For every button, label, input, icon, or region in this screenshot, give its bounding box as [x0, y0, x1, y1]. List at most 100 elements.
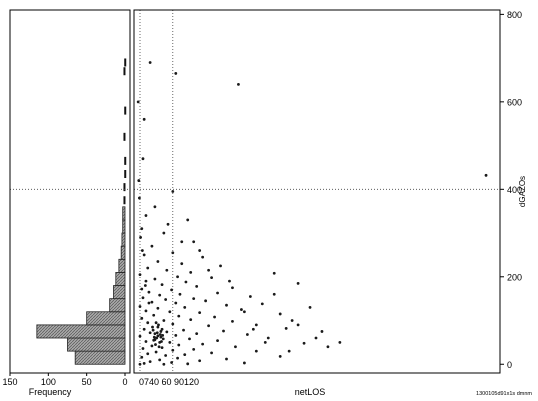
scatter-point — [207, 324, 211, 328]
scatter-point — [171, 251, 175, 255]
scatter-point — [166, 222, 170, 226]
scatter-point — [219, 264, 222, 268]
histogram-x-tick-label: 0 — [122, 377, 127, 387]
scatter-point — [213, 315, 216, 319]
scatter-point — [154, 343, 157, 346]
histogram-bar — [124, 170, 127, 179]
scatter-point — [157, 323, 160, 327]
scatter-point — [234, 345, 237, 349]
scatter-point — [201, 255, 205, 259]
histogram-bar — [124, 156, 127, 165]
scatter-point — [210, 276, 213, 280]
scatter-point — [153, 277, 157, 281]
scatter-point — [186, 218, 190, 222]
y-tick-label: 400 — [507, 185, 522, 195]
y-tick-label: 600 — [507, 97, 522, 107]
scatter-point — [222, 329, 225, 333]
scatter-point — [152, 338, 156, 342]
axis-labels: 0 200 400 600 800 dGAZOs 150 100 50 0 Frequency 074… — [2, 10, 532, 397]
scatter-point — [152, 313, 156, 317]
scatter-point — [168, 340, 172, 344]
scatter-point — [174, 301, 178, 305]
scatter-point — [225, 303, 228, 307]
scatter-point — [152, 335, 156, 339]
scatter-point — [151, 328, 155, 332]
scatter-point — [302, 341, 306, 345]
scatter-point — [182, 328, 185, 332]
scatter-point — [180, 262, 184, 266]
scatter-point — [142, 253, 146, 257]
scatter-point — [290, 319, 294, 322]
scatter-point — [144, 340, 148, 343]
histogram-bar — [123, 132, 126, 141]
scatter-point — [243, 361, 246, 365]
scatter-point — [240, 308, 243, 311]
histogram-bar — [123, 196, 126, 205]
scatter-point — [162, 362, 166, 366]
scatter-point — [216, 291, 219, 295]
scatter-point — [170, 361, 174, 364]
histogram-bar — [122, 219, 126, 234]
scatter-point — [170, 288, 174, 292]
scatter-point — [263, 340, 267, 344]
scatter-point — [189, 318, 193, 322]
histogram-x-axis-label: Frequency — [29, 387, 72, 397]
scatter-point — [195, 332, 199, 336]
scatter-point — [150, 244, 154, 248]
scatter-point — [140, 227, 144, 231]
scatter-point — [148, 61, 152, 64]
scatter-point — [155, 331, 159, 335]
y-tick-label: 200 — [507, 272, 522, 282]
scatter-point — [174, 333, 178, 337]
y-axis-label: dGAZOs — [518, 176, 527, 207]
scatter-point — [176, 356, 179, 360]
scatter-point — [231, 319, 234, 323]
scatter-point — [154, 350, 158, 354]
scatter-point — [161, 333, 165, 337]
scatter-panel — [134, 10, 500, 373]
histogram-bar — [74, 350, 126, 365]
scatter-point — [153, 205, 157, 209]
histogram-frame — [9, 9, 131, 374]
scatter-point — [171, 348, 175, 352]
histogram-x-tick-label: 100 — [41, 377, 56, 387]
scatter-point — [155, 336, 159, 340]
scatter-point — [245, 333, 249, 336]
scatter-point — [278, 354, 282, 358]
scatter-point — [198, 311, 202, 315]
scatter-point — [243, 310, 246, 314]
histogram-bar — [86, 311, 126, 326]
scatter-point — [142, 361, 146, 365]
scatter-x-axis-label: netLOS — [295, 387, 326, 397]
scatter-point — [148, 331, 152, 335]
scatter-point — [237, 82, 240, 86]
scatter-point — [177, 343, 181, 347]
scatter-point — [136, 100, 140, 104]
scatter-point — [248, 295, 252, 298]
scatter-point — [207, 268, 211, 272]
scatter-point — [164, 354, 168, 357]
scatter-point — [272, 292, 276, 296]
scatter-point — [137, 196, 141, 200]
scatter-point — [266, 336, 270, 340]
scatter-x-tick-labels: 0740 60 90120 — [139, 377, 199, 387]
scatter-point — [138, 273, 142, 276]
scatter-point — [138, 334, 142, 338]
scatter-point — [165, 330, 169, 334]
scatter-point — [192, 297, 196, 301]
scatter-point — [231, 286, 234, 290]
scatter-point — [161, 337, 165, 341]
scatter-point — [164, 298, 168, 301]
y-tick-label: 0 — [507, 360, 512, 370]
scatter-point — [254, 349, 258, 353]
histogram-bar — [109, 298, 126, 313]
plot-frames — [9, 9, 504, 376]
scatter-point — [156, 260, 160, 263]
scatter-point — [150, 300, 154, 304]
scatter-point — [176, 275, 179, 279]
histogram-bar — [113, 285, 126, 300]
scatter-point — [154, 321, 158, 325]
scatter-point — [195, 285, 199, 288]
scatter-point — [158, 293, 162, 297]
scatter-point — [139, 236, 142, 239]
